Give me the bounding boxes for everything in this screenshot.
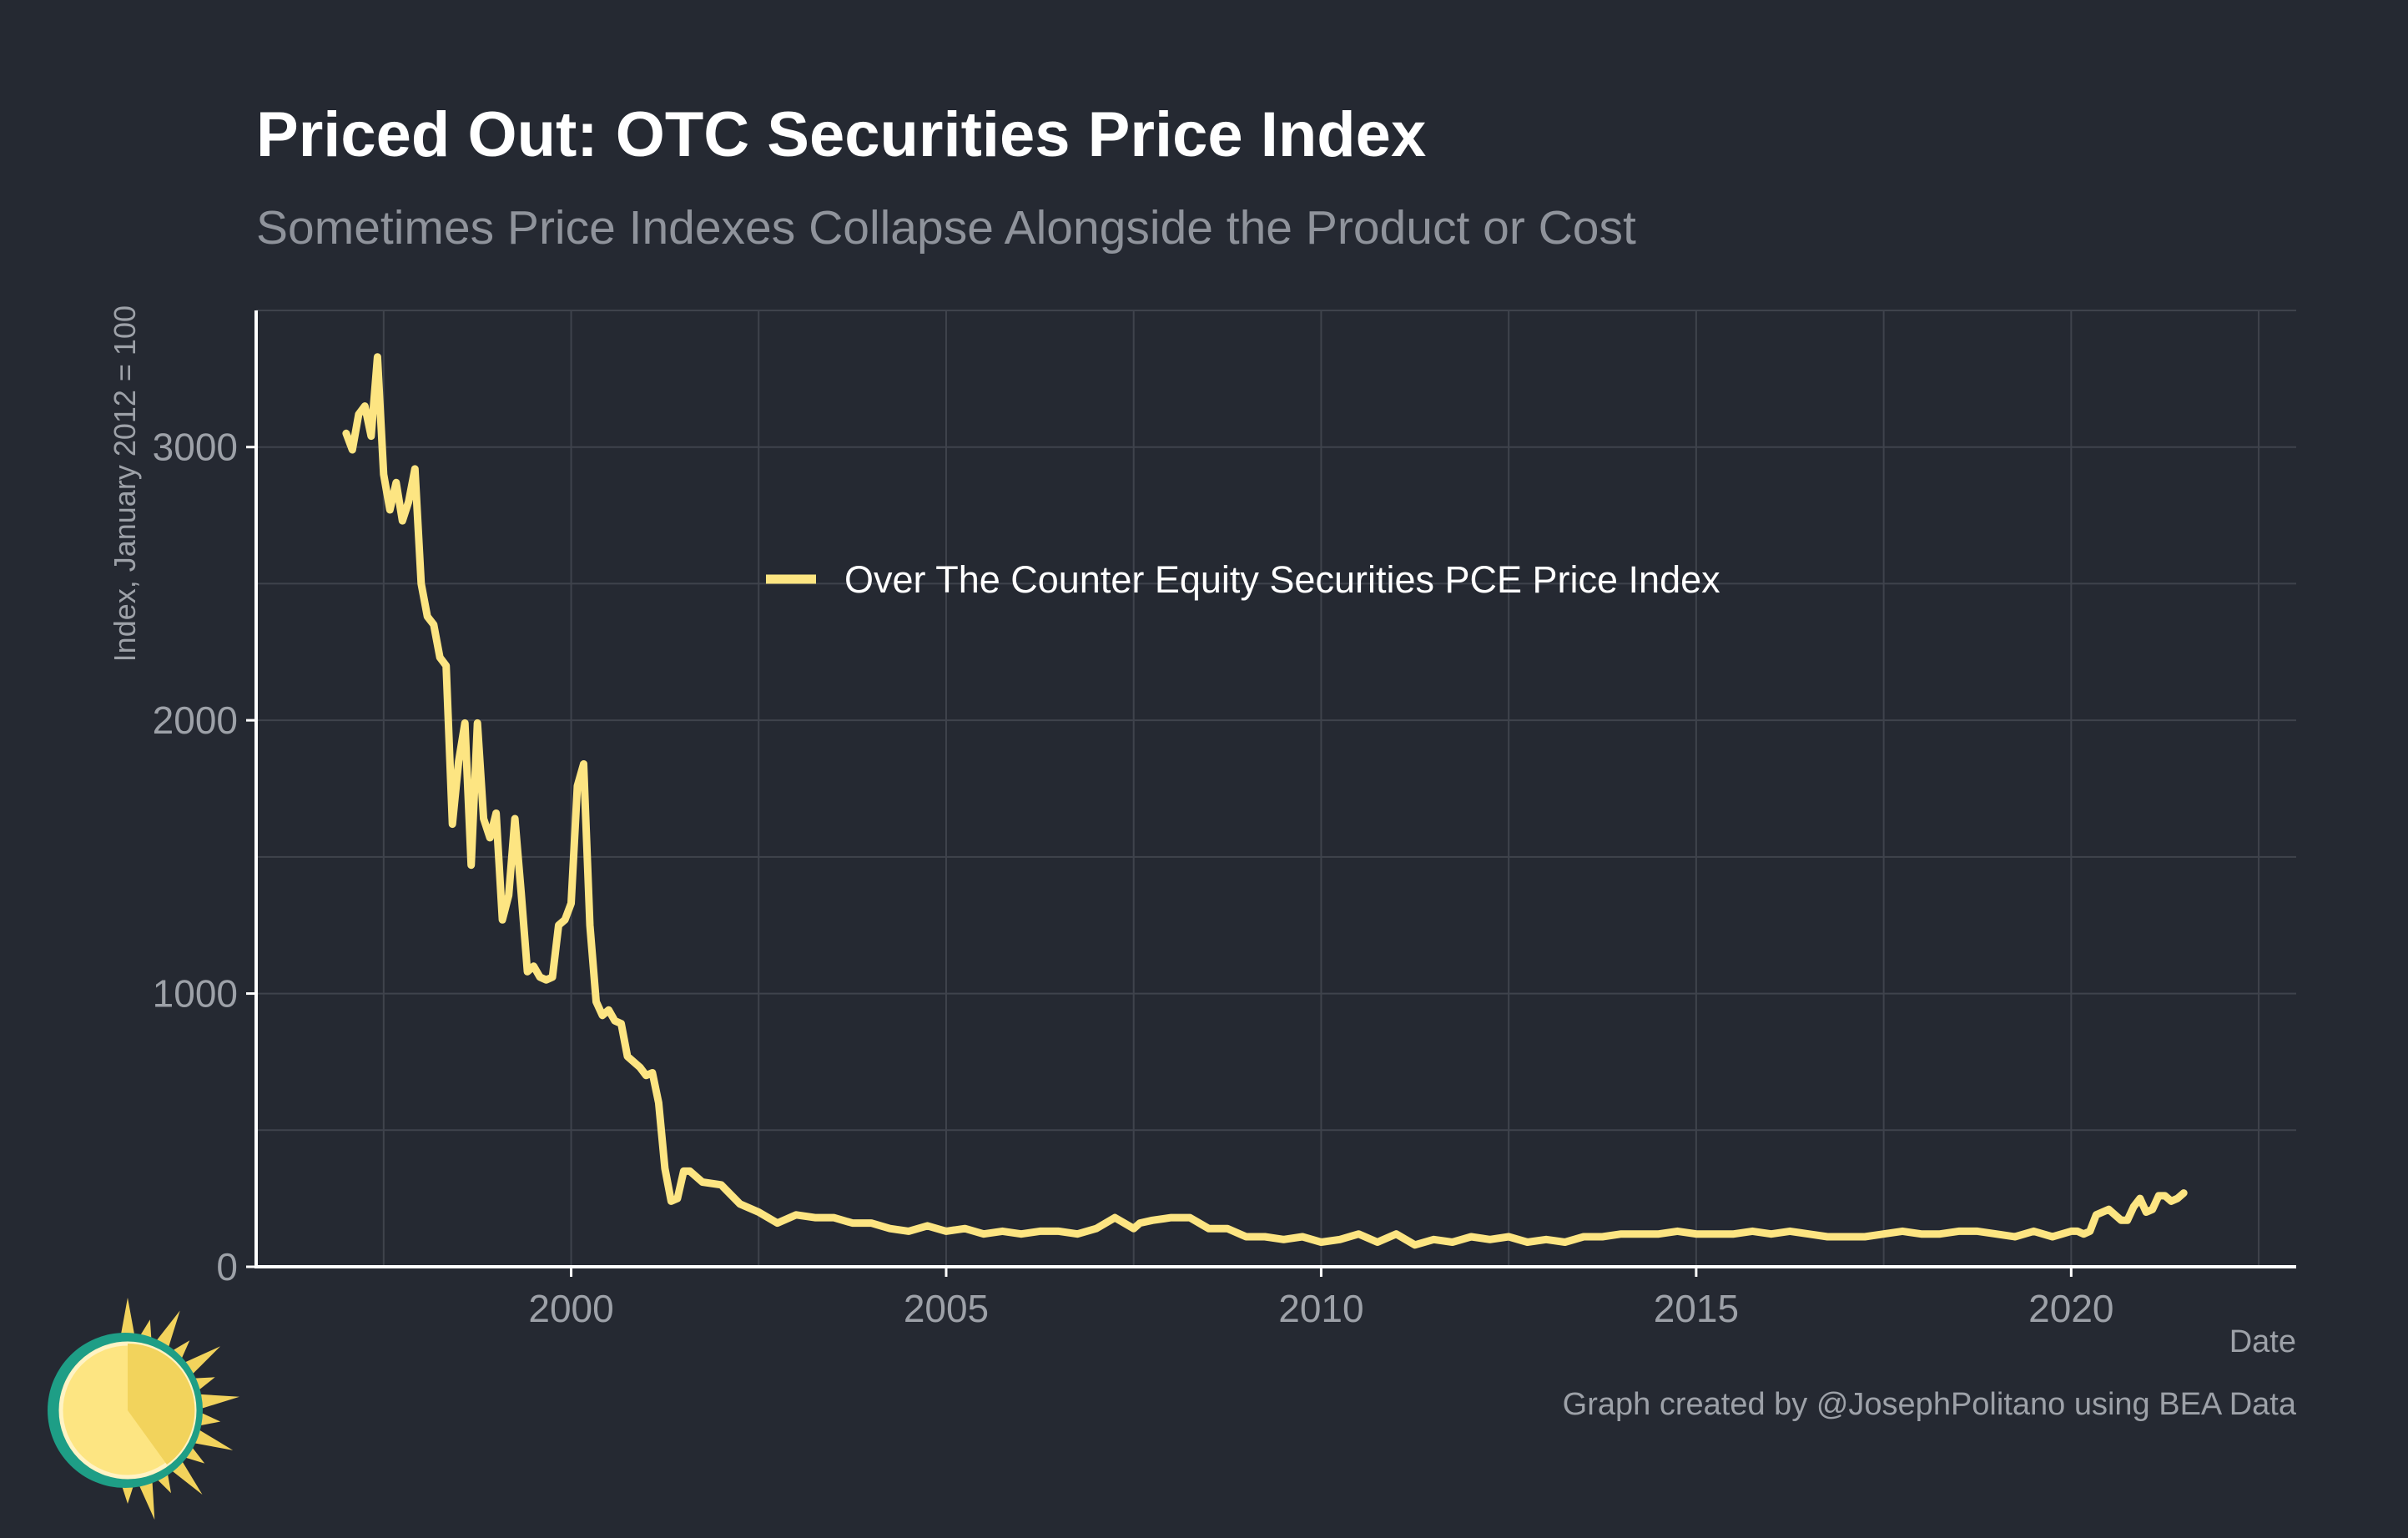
x-tick-label: 2005 (904, 1287, 989, 1330)
y-tick-label: 2000 (153, 698, 238, 742)
y-tick-label: 3000 (153, 426, 238, 469)
axes (246, 310, 2296, 1277)
legend-label: Over The Counter Equity Securities PCE P… (844, 558, 1720, 601)
sun-logo-icon (48, 1298, 239, 1520)
x-tick-label: 2015 (1654, 1287, 1739, 1330)
series-layer (342, 353, 2188, 1249)
y-tick-label: 0 (216, 1245, 238, 1288)
chart-title: Priced Out: OTC Securities Price Index (256, 99, 1427, 170)
source-caption: Graph created by @JosephPolitano using B… (1562, 1387, 2296, 1422)
chart-subtitle: Sometimes Price Indexes Collapse Alongsi… (256, 201, 1636, 255)
series-line (342, 353, 2188, 1249)
x-tick-label: 2020 (2028, 1287, 2113, 1330)
x-tick-label: 2010 (1278, 1287, 1363, 1330)
x-tick-label: 2000 (528, 1287, 613, 1330)
legend: Over The Counter Equity Securities PCE P… (766, 558, 1720, 601)
grid (256, 310, 2296, 1267)
y-axis-label: Index, January 2012 = 100 (108, 305, 142, 662)
sun-ray (119, 1298, 136, 1343)
y-tick-label: 1000 (153, 972, 238, 1016)
x-axis-label: Date (2229, 1324, 2296, 1359)
sun-ray (194, 1394, 239, 1410)
axis-labels: 0 1000 2000 3000 2000 2005 2010 2015 2020 Date Ind… (108, 305, 2296, 1359)
